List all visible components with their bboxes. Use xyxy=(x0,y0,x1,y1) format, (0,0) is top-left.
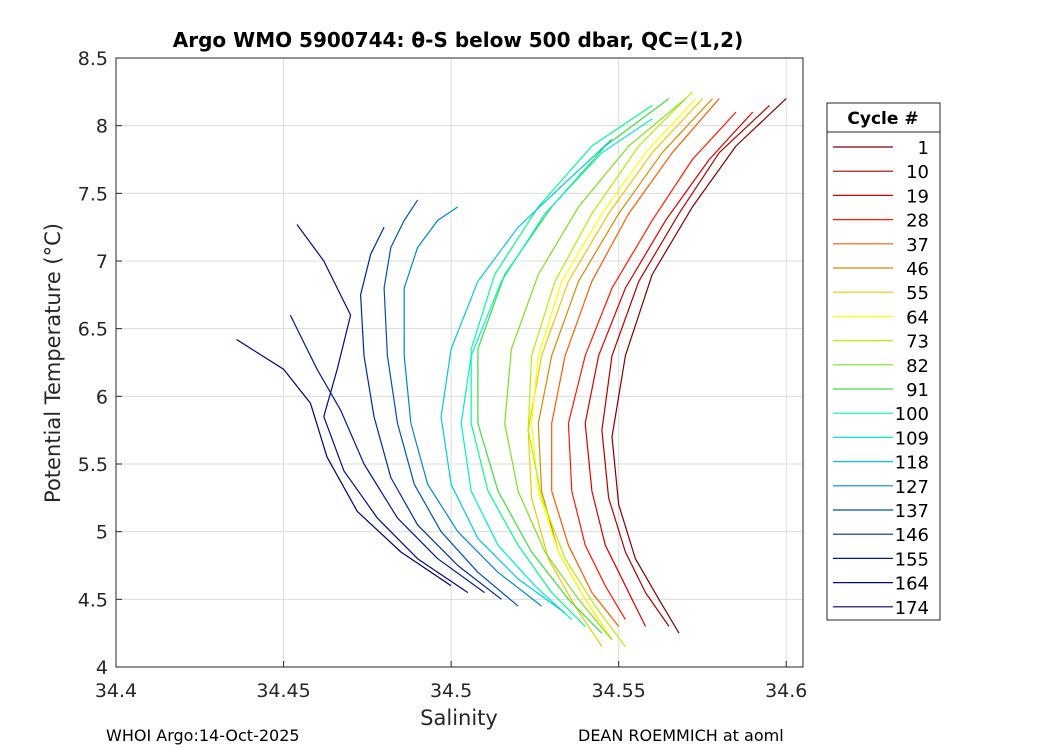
series-line-cycle-109 xyxy=(460,118,653,621)
legend-label-1: 1 xyxy=(918,138,929,159)
y-tick-label: 6 xyxy=(96,386,108,408)
y-tick-label: 8.5 xyxy=(78,48,108,70)
legend-entries: 1 10 19 28 37 46 55 64 73 82 91 100 109 118 127 137 146 1… xyxy=(833,138,929,619)
legend-title: Cycle # xyxy=(847,109,918,129)
y-tick-label: 4 xyxy=(96,657,108,679)
y-axis-label: Potential Temperature (°C) xyxy=(41,223,65,503)
x-axis-label: Salinity xyxy=(420,706,498,730)
series-layer xyxy=(236,91,787,648)
legend-label-19: 19 xyxy=(906,186,929,207)
legend-label-91: 91 xyxy=(906,380,929,401)
legend-label-146: 146 xyxy=(895,525,929,546)
legend-label-109: 109 xyxy=(895,428,929,449)
legend-label-28: 28 xyxy=(906,211,929,232)
series-line-cycle-73 xyxy=(527,91,693,648)
y-tick-label: 6.5 xyxy=(78,319,108,341)
legend-label-164: 164 xyxy=(895,574,929,595)
footer-right: DEAN ROEMMICH at aoml xyxy=(578,726,784,745)
series-line-cycle-100 xyxy=(470,104,653,627)
legend-label-55: 55 xyxy=(906,283,929,304)
legend-label-46: 46 xyxy=(906,259,929,280)
series-line-cycle-174 xyxy=(236,338,452,587)
series-line-cycle-64 xyxy=(530,98,697,641)
legend-label-82: 82 xyxy=(906,356,929,377)
legend-label-37: 37 xyxy=(906,235,929,256)
series-line-cycle-146 xyxy=(360,226,502,600)
legend-label-64: 64 xyxy=(906,307,929,328)
legend-label-118: 118 xyxy=(895,453,929,474)
series-line-cycle-91 xyxy=(477,98,670,634)
y-tick-label: 7.5 xyxy=(78,183,108,205)
legend-label-127: 127 xyxy=(895,477,929,498)
legend-label-10: 10 xyxy=(906,162,929,183)
series-line-cycle-118 xyxy=(440,138,613,614)
x-tick-label: 34.45 xyxy=(256,680,310,702)
legend-label-73: 73 xyxy=(906,332,929,353)
legend-label-155: 155 xyxy=(895,549,929,570)
series-line-cycle-1 xyxy=(611,98,787,634)
x-ticks: 34.4 34.45 34.5 34.55 34.6 xyxy=(95,661,807,702)
x-tick-label: 34.4 xyxy=(95,680,137,702)
footer-left: WHOI Argo:14-Oct-2025 xyxy=(106,726,300,745)
y-tick-label: 5 xyxy=(96,522,108,544)
series-line-cycle-82 xyxy=(504,98,687,641)
legend-label-137: 137 xyxy=(895,501,929,522)
series-line-cycle-19 xyxy=(584,111,754,627)
series-line-cycle-164 xyxy=(296,224,469,594)
x-tick-label: 34.55 xyxy=(591,680,645,702)
series-line-cycle-37 xyxy=(551,98,720,627)
y-tick-label: 4.5 xyxy=(78,589,108,611)
chart-title: Argo WMO 5900744: θ-S below 500 dbar, QC… xyxy=(173,28,743,52)
series-line-cycle-137 xyxy=(383,199,519,607)
series-line-cycle-155 xyxy=(289,314,485,594)
y-tick-label: 5.5 xyxy=(78,454,108,476)
series-line-cycle-28 xyxy=(567,111,737,620)
x-tick-label: 34.6 xyxy=(765,680,807,702)
y-ticks: 4 4.5 5 5.5 6 6.5 7 7.5 8 8.5 xyxy=(78,48,122,679)
legend: Cycle # 1 10 19 28 37 46 55 64 73 82 91 100 109 118 12… xyxy=(826,102,941,621)
series-line-cycle-127 xyxy=(403,206,542,607)
legend-label-100: 100 xyxy=(895,404,929,425)
series-line-cycle-10 xyxy=(601,104,770,627)
x-tick-label: 34.5 xyxy=(430,680,472,702)
y-tick-label: 7 xyxy=(96,251,108,273)
axes-box xyxy=(115,57,804,668)
y-tick-label: 8 xyxy=(96,116,108,138)
legend-label-174: 174 xyxy=(895,598,929,619)
